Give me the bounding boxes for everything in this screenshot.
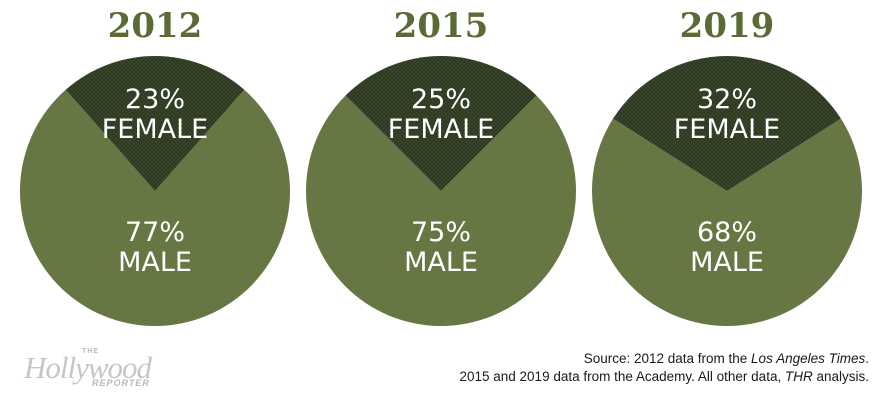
logo-the: THE bbox=[82, 348, 99, 355]
chart-title: 2015 bbox=[393, 6, 489, 46]
pie-svg: 32%FEMALE 68%MALE bbox=[592, 56, 862, 326]
source-line-2-italic: THR bbox=[784, 369, 813, 384]
source-line-1: Source: 2012 data from the Los Angeles T… bbox=[309, 350, 869, 368]
female-name-label: FEMALE bbox=[388, 114, 494, 145]
source-line-1-end: . bbox=[865, 351, 869, 366]
male-pct-label: 77% bbox=[125, 217, 185, 248]
female-name-label: FEMALE bbox=[674, 114, 780, 145]
source-line-2: 2015 and 2019 data from the Academy. All… bbox=[309, 368, 869, 386]
hollywood-reporter-logo: Hollywood THE REPORTER bbox=[22, 348, 172, 390]
male-slice bbox=[20, 89, 290, 326]
female-slice bbox=[345, 56, 537, 192]
source-line-2-text: 2015 and 2019 data from the Academy. All… bbox=[459, 369, 785, 384]
female-slice bbox=[613, 56, 841, 191]
male-slice bbox=[592, 118, 862, 326]
chart-title: 2012 bbox=[107, 6, 203, 46]
pie-chart-2015: 2015 25% FEMALE 75% MALE bbox=[306, 0, 576, 340]
male-pct-label: 68% bbox=[697, 217, 757, 248]
logo-reporter: REPORTER bbox=[92, 378, 150, 388]
male-name-label: MALE bbox=[118, 247, 192, 278]
male-name-label: MALE bbox=[690, 247, 764, 278]
source-note: Source: 2012 data from the Los Angeles T… bbox=[309, 350, 869, 386]
chart-title: 2019 bbox=[679, 6, 775, 46]
male-slice bbox=[306, 95, 576, 326]
logo-wordmark: Hollywood bbox=[24, 350, 152, 385]
source-line-1-italic: Los Angeles Times bbox=[751, 351, 866, 366]
male-name-label: MALE bbox=[404, 247, 478, 278]
source-line-2-end: analysis. bbox=[812, 369, 869, 384]
female-name-label: FEMALE bbox=[102, 114, 208, 145]
male-pct-label: 75% bbox=[411, 217, 471, 248]
pie-svg: 25%FEMALE 75%MALE bbox=[306, 56, 576, 326]
source-line-1-text: Source: 2012 data from the bbox=[583, 351, 752, 366]
pie-svg: 23%FEMALE 77%MALE bbox=[20, 56, 290, 326]
pie-chart-2012: 2012 23% FEMALE 77% MALE bbox=[20, 0, 290, 340]
pie-charts-area: 2012 23% FEMALE 77% MALE 2015 25% FEMALE 75% MALE… bbox=[20, 0, 862, 340]
female-pct-label: 25% bbox=[411, 84, 471, 115]
pie-chart-2019: 2019 32% FEMALE 68% MALE bbox=[592, 0, 862, 340]
female-pct-label: 32% bbox=[697, 84, 757, 115]
female-slice bbox=[65, 56, 245, 191]
female-pct-label: 23% bbox=[125, 84, 185, 115]
